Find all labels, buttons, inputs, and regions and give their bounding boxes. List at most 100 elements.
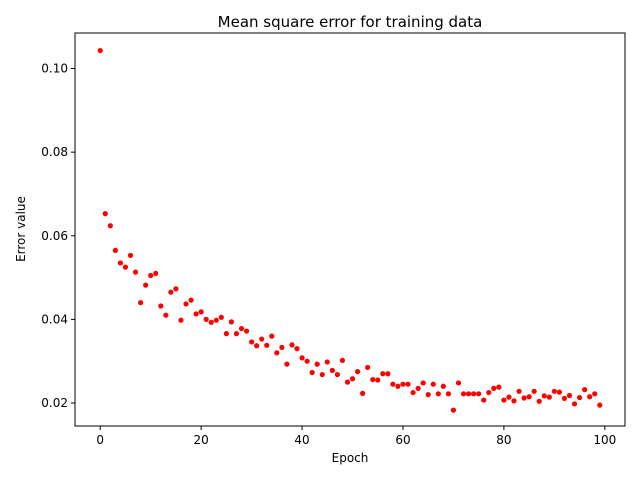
chart-title: Mean square error for training data xyxy=(218,13,483,31)
data-point xyxy=(329,367,335,373)
x-tick-label: 20 xyxy=(194,433,209,447)
data-points xyxy=(97,47,603,413)
data-point xyxy=(582,387,588,393)
data-point xyxy=(208,319,214,325)
plot-frame xyxy=(74,32,626,427)
data-point xyxy=(274,350,280,356)
data-point xyxy=(597,402,603,408)
data-point xyxy=(304,358,310,364)
y-tick-label: 0.02 xyxy=(41,396,68,410)
data-point xyxy=(324,359,330,365)
data-point xyxy=(122,264,129,270)
data-point xyxy=(178,317,184,323)
data-point xyxy=(435,391,441,397)
data-point xyxy=(334,371,340,378)
data-point xyxy=(571,401,578,407)
data-point xyxy=(551,388,557,394)
data-point xyxy=(587,394,593,400)
data-point xyxy=(299,355,305,361)
data-point xyxy=(471,391,477,397)
data-point xyxy=(319,371,325,378)
data-point xyxy=(430,381,436,387)
data-point xyxy=(566,392,573,399)
y-tick-label: 0.08 xyxy=(41,145,68,159)
x-axis-ticks: 0 20 40 60 80 100 xyxy=(96,426,616,447)
data-point xyxy=(284,361,290,367)
data-point xyxy=(400,381,406,387)
data-point xyxy=(203,316,209,322)
data-point xyxy=(405,381,411,387)
data-point xyxy=(556,389,563,395)
data-point xyxy=(238,325,245,332)
y-tick-label: 0.04 xyxy=(41,312,68,326)
data-point xyxy=(269,333,275,339)
data-point xyxy=(198,309,204,315)
data-point xyxy=(344,379,351,385)
data-point xyxy=(233,331,240,337)
data-point xyxy=(370,376,376,383)
data-point xyxy=(375,377,381,383)
data-point xyxy=(254,343,260,349)
data-point xyxy=(168,289,174,295)
data-point xyxy=(107,223,113,229)
x-tick-label: 40 xyxy=(294,433,309,447)
data-point xyxy=(425,392,431,398)
data-point xyxy=(531,388,537,394)
x-axis-label: Epoch xyxy=(332,451,369,465)
data-point xyxy=(314,361,320,367)
data-point xyxy=(223,331,229,337)
data-point xyxy=(496,384,502,390)
data-point xyxy=(294,346,300,352)
data-point xyxy=(491,385,497,391)
data-point xyxy=(249,339,255,345)
data-point xyxy=(143,282,149,288)
data-point xyxy=(521,395,527,401)
data-point xyxy=(158,303,164,309)
data-point xyxy=(279,344,285,350)
data-point xyxy=(506,394,512,400)
x-tick-label: 80 xyxy=(496,433,511,447)
data-point xyxy=(541,393,547,399)
data-point xyxy=(455,380,462,386)
data-point xyxy=(450,407,457,413)
data-point xyxy=(501,397,507,403)
data-point xyxy=(440,383,446,389)
data-point xyxy=(264,342,270,348)
data-point xyxy=(148,272,154,279)
data-point xyxy=(309,369,315,376)
data-point xyxy=(390,381,396,387)
y-tick-label: 0.10 xyxy=(41,62,68,76)
data-point xyxy=(97,47,103,54)
data-point xyxy=(183,301,189,307)
data-point xyxy=(117,260,124,266)
data-point xyxy=(395,383,401,389)
y-axis-label: Error value xyxy=(14,196,28,262)
data-point xyxy=(132,269,139,275)
data-point xyxy=(127,252,134,259)
data-point xyxy=(102,211,108,217)
data-point xyxy=(259,336,265,342)
data-point xyxy=(592,391,598,397)
data-point xyxy=(354,369,361,375)
x-tick-label: 60 xyxy=(395,433,410,447)
data-point xyxy=(445,391,451,397)
data-point xyxy=(516,388,522,394)
data-point xyxy=(360,390,366,396)
x-tick-label: 100 xyxy=(593,433,616,447)
data-point xyxy=(173,286,179,292)
data-point xyxy=(289,342,295,348)
y-axis-ticks: 0.02 0.04 0.06 0.08 0.10 xyxy=(41,62,75,410)
data-point xyxy=(349,376,356,382)
data-point xyxy=(420,380,426,386)
data-point xyxy=(511,398,517,404)
data-point xyxy=(339,357,346,363)
data-point xyxy=(243,328,250,334)
data-point xyxy=(460,391,467,397)
y-tick-label: 0.06 xyxy=(41,229,68,243)
data-point xyxy=(218,314,224,320)
data-point xyxy=(536,398,542,404)
data-point xyxy=(465,391,472,397)
data-point xyxy=(193,311,199,317)
data-point xyxy=(380,371,386,377)
